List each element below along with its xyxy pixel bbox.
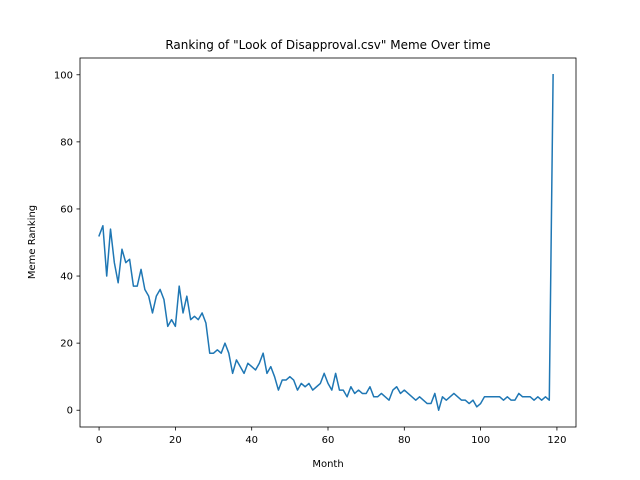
y-tick-label: 80 bbox=[60, 137, 73, 148]
x-tick-label: 100 bbox=[471, 435, 490, 446]
y-tick-label: 40 bbox=[60, 272, 73, 283]
series-line-0 bbox=[98, 74, 554, 411]
y-tick-label: 20 bbox=[60, 339, 73, 350]
x-axis: 0 20 40 60 80 100 120 bbox=[96, 427, 566, 446]
chart-title: Ranking of "Look of Disapproval.csv" Mem… bbox=[165, 38, 490, 52]
x-tick-label: 60 bbox=[322, 435, 335, 446]
x-tick-label: 40 bbox=[245, 435, 258, 446]
y-tick-label: 60 bbox=[60, 204, 73, 215]
x-tick-label: 0 bbox=[96, 435, 102, 446]
y-tick-label: 100 bbox=[54, 70, 73, 81]
y-axis: 0 20 40 60 80 100 bbox=[54, 70, 80, 417]
plot-frame bbox=[79, 57, 577, 428]
x-tick-label: 120 bbox=[547, 435, 566, 446]
y-axis-label: Meme Ranking bbox=[27, 205, 38, 279]
x-tick-label: 20 bbox=[169, 435, 182, 446]
y-tick-label: 0 bbox=[67, 406, 73, 417]
x-axis-label: Month bbox=[312, 459, 343, 470]
plot-area bbox=[79, 57, 577, 428]
x-tick-label: 80 bbox=[398, 435, 411, 446]
